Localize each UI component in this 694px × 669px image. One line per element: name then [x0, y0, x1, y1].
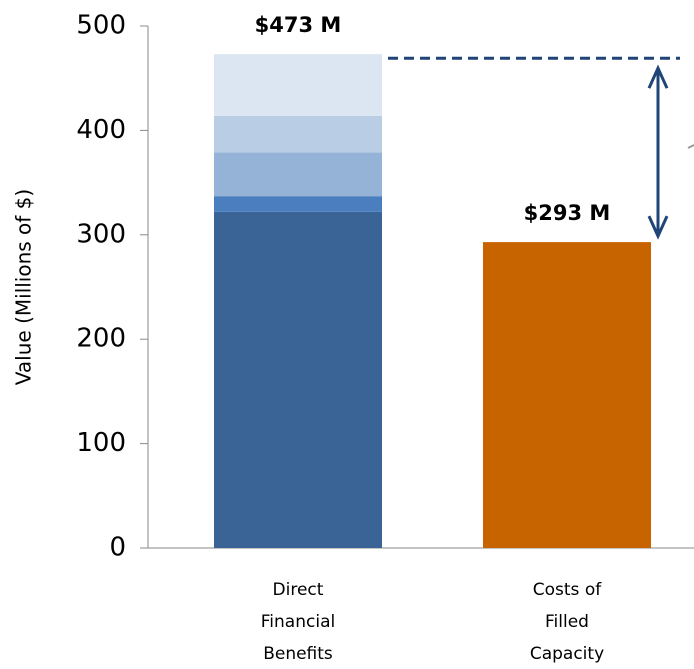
- y-tick-label: 400: [76, 115, 126, 145]
- y-tick-label: 200: [76, 324, 126, 354]
- pointer: [687, 144, 694, 149]
- y-tick-label: 100: [76, 428, 126, 458]
- total-label: $473 M: [255, 13, 342, 37]
- y-axis-title: Value (Millions of $): [12, 189, 36, 385]
- x-tick-label: Costs of Filled Capacity: [529, 580, 605, 664]
- bar-segment: [214, 196, 382, 212]
- y-tick-label: 0: [109, 533, 126, 563]
- x-tick-label: Direct Financial Benefits: [260, 580, 336, 664]
- arrow-head: [647, 64, 669, 89]
- bar-segment: [214, 211, 382, 548]
- bar-segment: [214, 115, 382, 153]
- bar-segment: [483, 242, 651, 548]
- y-tick-label: 300: [76, 219, 126, 249]
- bar-segment: [214, 54, 382, 116]
- arrow-head: [647, 215, 669, 240]
- y-tick-label: 500: [76, 11, 126, 41]
- total-label: $293 M: [524, 201, 611, 225]
- bar-segment: [214, 152, 382, 197]
